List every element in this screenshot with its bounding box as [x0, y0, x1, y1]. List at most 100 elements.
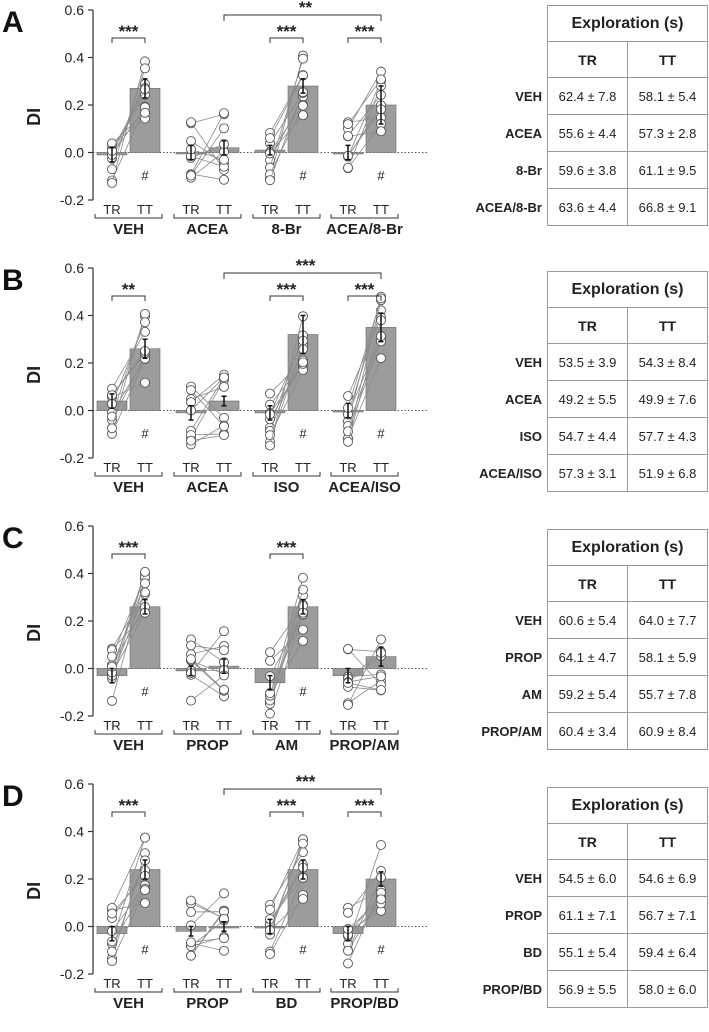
y-axis-label: DI — [24, 108, 44, 126]
subject-point-tr — [265, 655, 275, 666]
subject-line — [347, 130, 382, 137]
table-cell-tt: 55.7 ± 7.8 — [627, 675, 708, 713]
table-cell-tr: 62.4 ± 7.8 — [547, 77, 628, 115]
subject-line — [347, 335, 382, 415]
subject-line — [190, 112, 225, 175]
table-row-label: AM — [521, 686, 542, 702]
subject-point-tt — [376, 634, 386, 645]
subject-line — [269, 864, 304, 923]
subject-point-tr — [186, 640, 196, 651]
subject-point-tr — [186, 895, 196, 906]
table-row-label: ACEA — [505, 125, 542, 141]
group-label: ACEA/8-Br — [326, 221, 403, 238]
table-row: ACEA 55.6 ± 4.4 57.3 ± 2.8 — [448, 114, 708, 152]
subject-line — [269, 362, 304, 420]
table-cell-tt: 60.9 ± 8.4 — [627, 712, 708, 750]
subject-point-tr — [265, 904, 275, 915]
subject-line — [111, 89, 146, 152]
subject-point-tr — [186, 937, 196, 948]
table-col-header: TT — [627, 823, 708, 860]
between-bracket — [223, 14, 382, 21]
sub-label-tr: TR — [103, 976, 120, 991]
subject-point-tt — [219, 888, 229, 899]
subject-point-tr — [186, 435, 196, 446]
hash-mark: # — [299, 684, 307, 699]
subject-point-tr — [343, 436, 353, 447]
subject-line — [347, 94, 382, 137]
subject-point-tr — [343, 907, 353, 918]
table-cell-tt: 64.0 ± 7.7 — [627, 601, 708, 639]
subject-point-tt — [140, 308, 150, 319]
hash-mark: # — [377, 168, 385, 183]
subject-line — [347, 682, 382, 691]
table-col-header: TR — [547, 823, 628, 860]
subject-point-tt — [298, 894, 308, 904]
sig-bracket — [269, 553, 304, 559]
sig-bracket — [347, 37, 382, 43]
subject-line — [347, 80, 382, 157]
subject-point-tt — [140, 832, 150, 843]
subject-line — [111, 358, 146, 434]
y-axis-label: DI — [24, 882, 44, 900]
sig-label: *** — [277, 22, 297, 41]
sub-label-tt: TT — [137, 202, 153, 217]
subject-line — [190, 433, 225, 436]
subject-point-tr — [107, 177, 117, 188]
subject-line — [269, 105, 304, 175]
hash-mark: # — [299, 168, 307, 183]
subject-point-tr — [265, 388, 275, 399]
hash-mark: # — [377, 942, 385, 957]
sub-label-tt: TT — [137, 976, 153, 991]
y-tick-label: 0.4 — [65, 566, 85, 582]
panel-a: A 0.6 0.4 0.2 0.0 -0.2 DI # *** TR TT VEH TR TT ACEA # *… — [0, 0, 709, 258]
y-tick-label: 0.6 — [65, 2, 85, 18]
sub-label-tt: TT — [216, 202, 232, 217]
sig-bracket — [111, 295, 146, 301]
subject-line — [190, 386, 225, 400]
table-row-label: PROP — [505, 907, 542, 923]
subject-line — [269, 75, 304, 139]
subject-line — [269, 595, 304, 704]
table-row: ISO 54.7 ± 4.4 57.7 ± 4.3 — [448, 417, 708, 455]
between-sig-label: *** — [296, 258, 316, 275]
group-bracket — [252, 472, 321, 477]
sub-label-tt: TT — [295, 976, 311, 991]
sub-label-tr: TR — [339, 976, 356, 991]
y-tick-label: 0.6 — [65, 776, 85, 792]
sub-label-tt: TT — [137, 718, 153, 733]
table-row: ACEA/8-Br 63.6 ± 4.4 66.8 ± 9.1 — [448, 188, 708, 226]
y-tick-label: 0.4 — [65, 824, 85, 840]
subject-point-tr — [343, 958, 353, 969]
subject-line — [111, 889, 146, 962]
y-tick-label: 0.0 — [65, 919, 85, 935]
subject-point-tt — [298, 572, 308, 583]
subject-line — [269, 629, 304, 662]
table-cell-tt: 51.9 ± 6.8 — [627, 454, 708, 492]
subject-point-tr — [343, 699, 353, 710]
subject-point-tr — [343, 119, 353, 130]
group-bracket — [252, 730, 321, 735]
subject-point-tr — [107, 956, 117, 967]
subject-point-tr — [186, 695, 196, 706]
sub-label-tr: TR — [103, 718, 120, 733]
table-cell-tr: 64.1 ± 4.7 — [547, 638, 628, 676]
group-label: PROP/BD — [330, 995, 399, 1012]
exploration-table: Exploration (s) TR TT VEH 54.5 ± 6.0 54.6 ± 6… — [448, 787, 708, 1008]
hash-mark: # — [299, 426, 307, 441]
table-row: PROP/AM 60.4 ± 3.4 60.9 ± 8.4 — [448, 712, 708, 750]
subject-line — [347, 648, 382, 686]
subject-line — [190, 379, 225, 439]
subject-line — [347, 71, 382, 129]
subject-line — [190, 143, 225, 159]
group-label: VEH — [113, 221, 144, 238]
subject-line — [111, 837, 146, 909]
table-title: Exploration (s) — [547, 529, 708, 566]
table-row: PROP 61.1 ± 7.1 56.7 ± 7.1 — [448, 896, 708, 934]
table-row-label: PROP — [505, 649, 542, 665]
table-cell-tr: 56.9 ± 5.5 — [547, 970, 628, 1008]
group-bracket — [94, 472, 163, 477]
subject-line — [190, 389, 225, 427]
table-row: BD 55.1 ± 5.4 59.4 ± 6.4 — [448, 933, 708, 971]
subject-line — [347, 310, 382, 414]
y-tick-label: 0.0 — [65, 661, 85, 677]
